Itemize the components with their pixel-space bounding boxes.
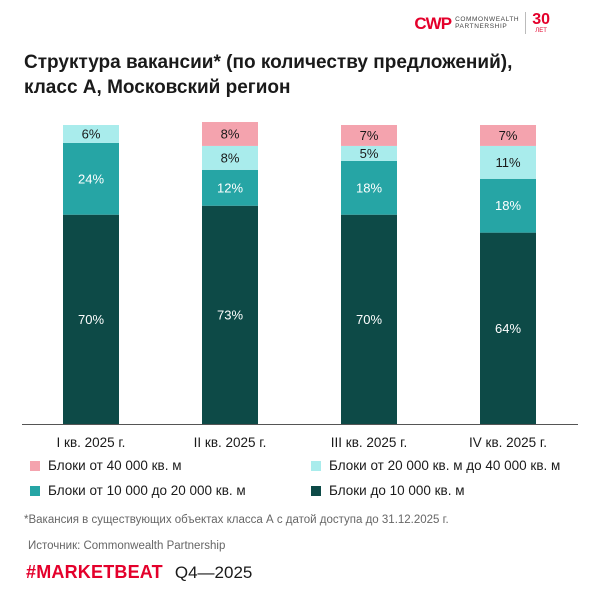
bar-segment: [341, 160, 397, 215]
legend-item-40000-plus: Блоки от 40 000 кв. м: [30, 458, 182, 473]
logo-line-1: COMMONWEALTH: [455, 16, 520, 23]
data-label: 7%: [360, 128, 379, 143]
stacked-bar-chart: 70% 24% 6% 73% 12% 8% 8% 70% 18% 5% 7% 64% 18% 11% 7% I…: [22, 122, 578, 450]
company-logo: CWP COMMONWEALTH PARTNERSHIP 30 ЛЕТ: [414, 12, 550, 34]
data-label: 73%: [217, 307, 243, 322]
logo-divider: [525, 12, 527, 34]
data-label: 8%: [221, 126, 240, 141]
bar-segment: [202, 145, 258, 170]
logo-line-2: PARTNERSHIP: [455, 23, 508, 30]
data-label: 18%: [356, 180, 382, 195]
chart-title: Структура вакансии* (по количеству предл…: [24, 52, 513, 98]
data-label: 5%: [360, 146, 379, 161]
anniversary-badge: 30 ЛЕТ: [532, 11, 550, 35]
footer: #MARKETBEAT Q4—2025: [26, 562, 252, 583]
bar-segment: [341, 214, 397, 424]
bar-segment: [480, 145, 536, 179]
data-label: 8%: [221, 150, 240, 165]
data-label: 12%: [217, 180, 243, 195]
bar-segment: [480, 125, 536, 146]
bar-segment: [341, 125, 397, 146]
data-label: 64%: [495, 321, 521, 336]
legend-label-40000-plus: Блоки от 40 000 кв. м: [48, 458, 182, 473]
legend-label-up-to-10000: Блоки до 10 000 кв. м: [329, 483, 465, 498]
bar-segment: [341, 145, 397, 161]
data-label: 70%: [78, 312, 104, 327]
x-tick-label: II кв. 2025 г.: [194, 435, 267, 450]
marketbeat-brand: #MARKETBEAT: [26, 562, 163, 582]
bar-segment: [480, 178, 536, 233]
legend-swatch-10000-20000: [30, 485, 40, 496]
legend-swatch-40000-plus: [30, 460, 40, 471]
bar-segment: [63, 214, 119, 424]
data-label: 70%: [356, 312, 382, 327]
data-label: 18%: [495, 198, 521, 213]
anniversary-number: 30: [532, 11, 550, 28]
chart-legend: Блоки от 40 000 кв. м Блоки от 20 000 кв…: [30, 458, 580, 506]
report-period: Q4—2025: [174, 563, 253, 582]
bar-segment: [202, 122, 258, 146]
legend-swatch-20000-40000: [311, 460, 321, 471]
bar-segment: [202, 169, 258, 206]
x-tick-label: III кв. 2025 г.: [331, 435, 407, 450]
x-tick-label: IV кв. 2025 г.: [469, 435, 547, 450]
legend-label-20000-40000: Блоки от 20 000 кв. м до 40 000 кв. м: [329, 458, 561, 473]
data-label: 11%: [495, 155, 520, 170]
legend-item-10000-20000: Блоки от 10 000 до 20 000 кв. м: [30, 483, 246, 498]
data-label: 7%: [499, 128, 518, 143]
x-tick-label: I кв. 2025 г.: [57, 435, 126, 450]
bar-segment: [63, 142, 119, 215]
legend-item-20000-40000: Блоки от 20 000 кв. м до 40 000 кв. м: [311, 458, 560, 473]
legend-item-up-to-10000: Блоки до 10 000 кв. м: [311, 483, 464, 498]
data-label: 24%: [78, 171, 104, 186]
legend-label-10000-20000: Блоки от 10 000 до 20 000 кв. м: [48, 483, 246, 498]
footnote: *Вакансия в существующих объектах класса…: [24, 514, 449, 526]
logo-mark: CWP: [414, 13, 452, 33]
logo-wordmark: COMMONWEALTH PARTNERSHIP: [455, 16, 519, 30]
legend-swatch-up-to-10000: [311, 485, 321, 496]
bar-segment: [480, 232, 536, 424]
bar-segment: [63, 125, 119, 143]
anniversary-unit: ЛЕТ: [535, 28, 547, 34]
bar-segment: [202, 205, 258, 424]
data-label: 6%: [82, 126, 101, 141]
source-note: Источник: Commonwealth Partnership: [28, 540, 226, 552]
